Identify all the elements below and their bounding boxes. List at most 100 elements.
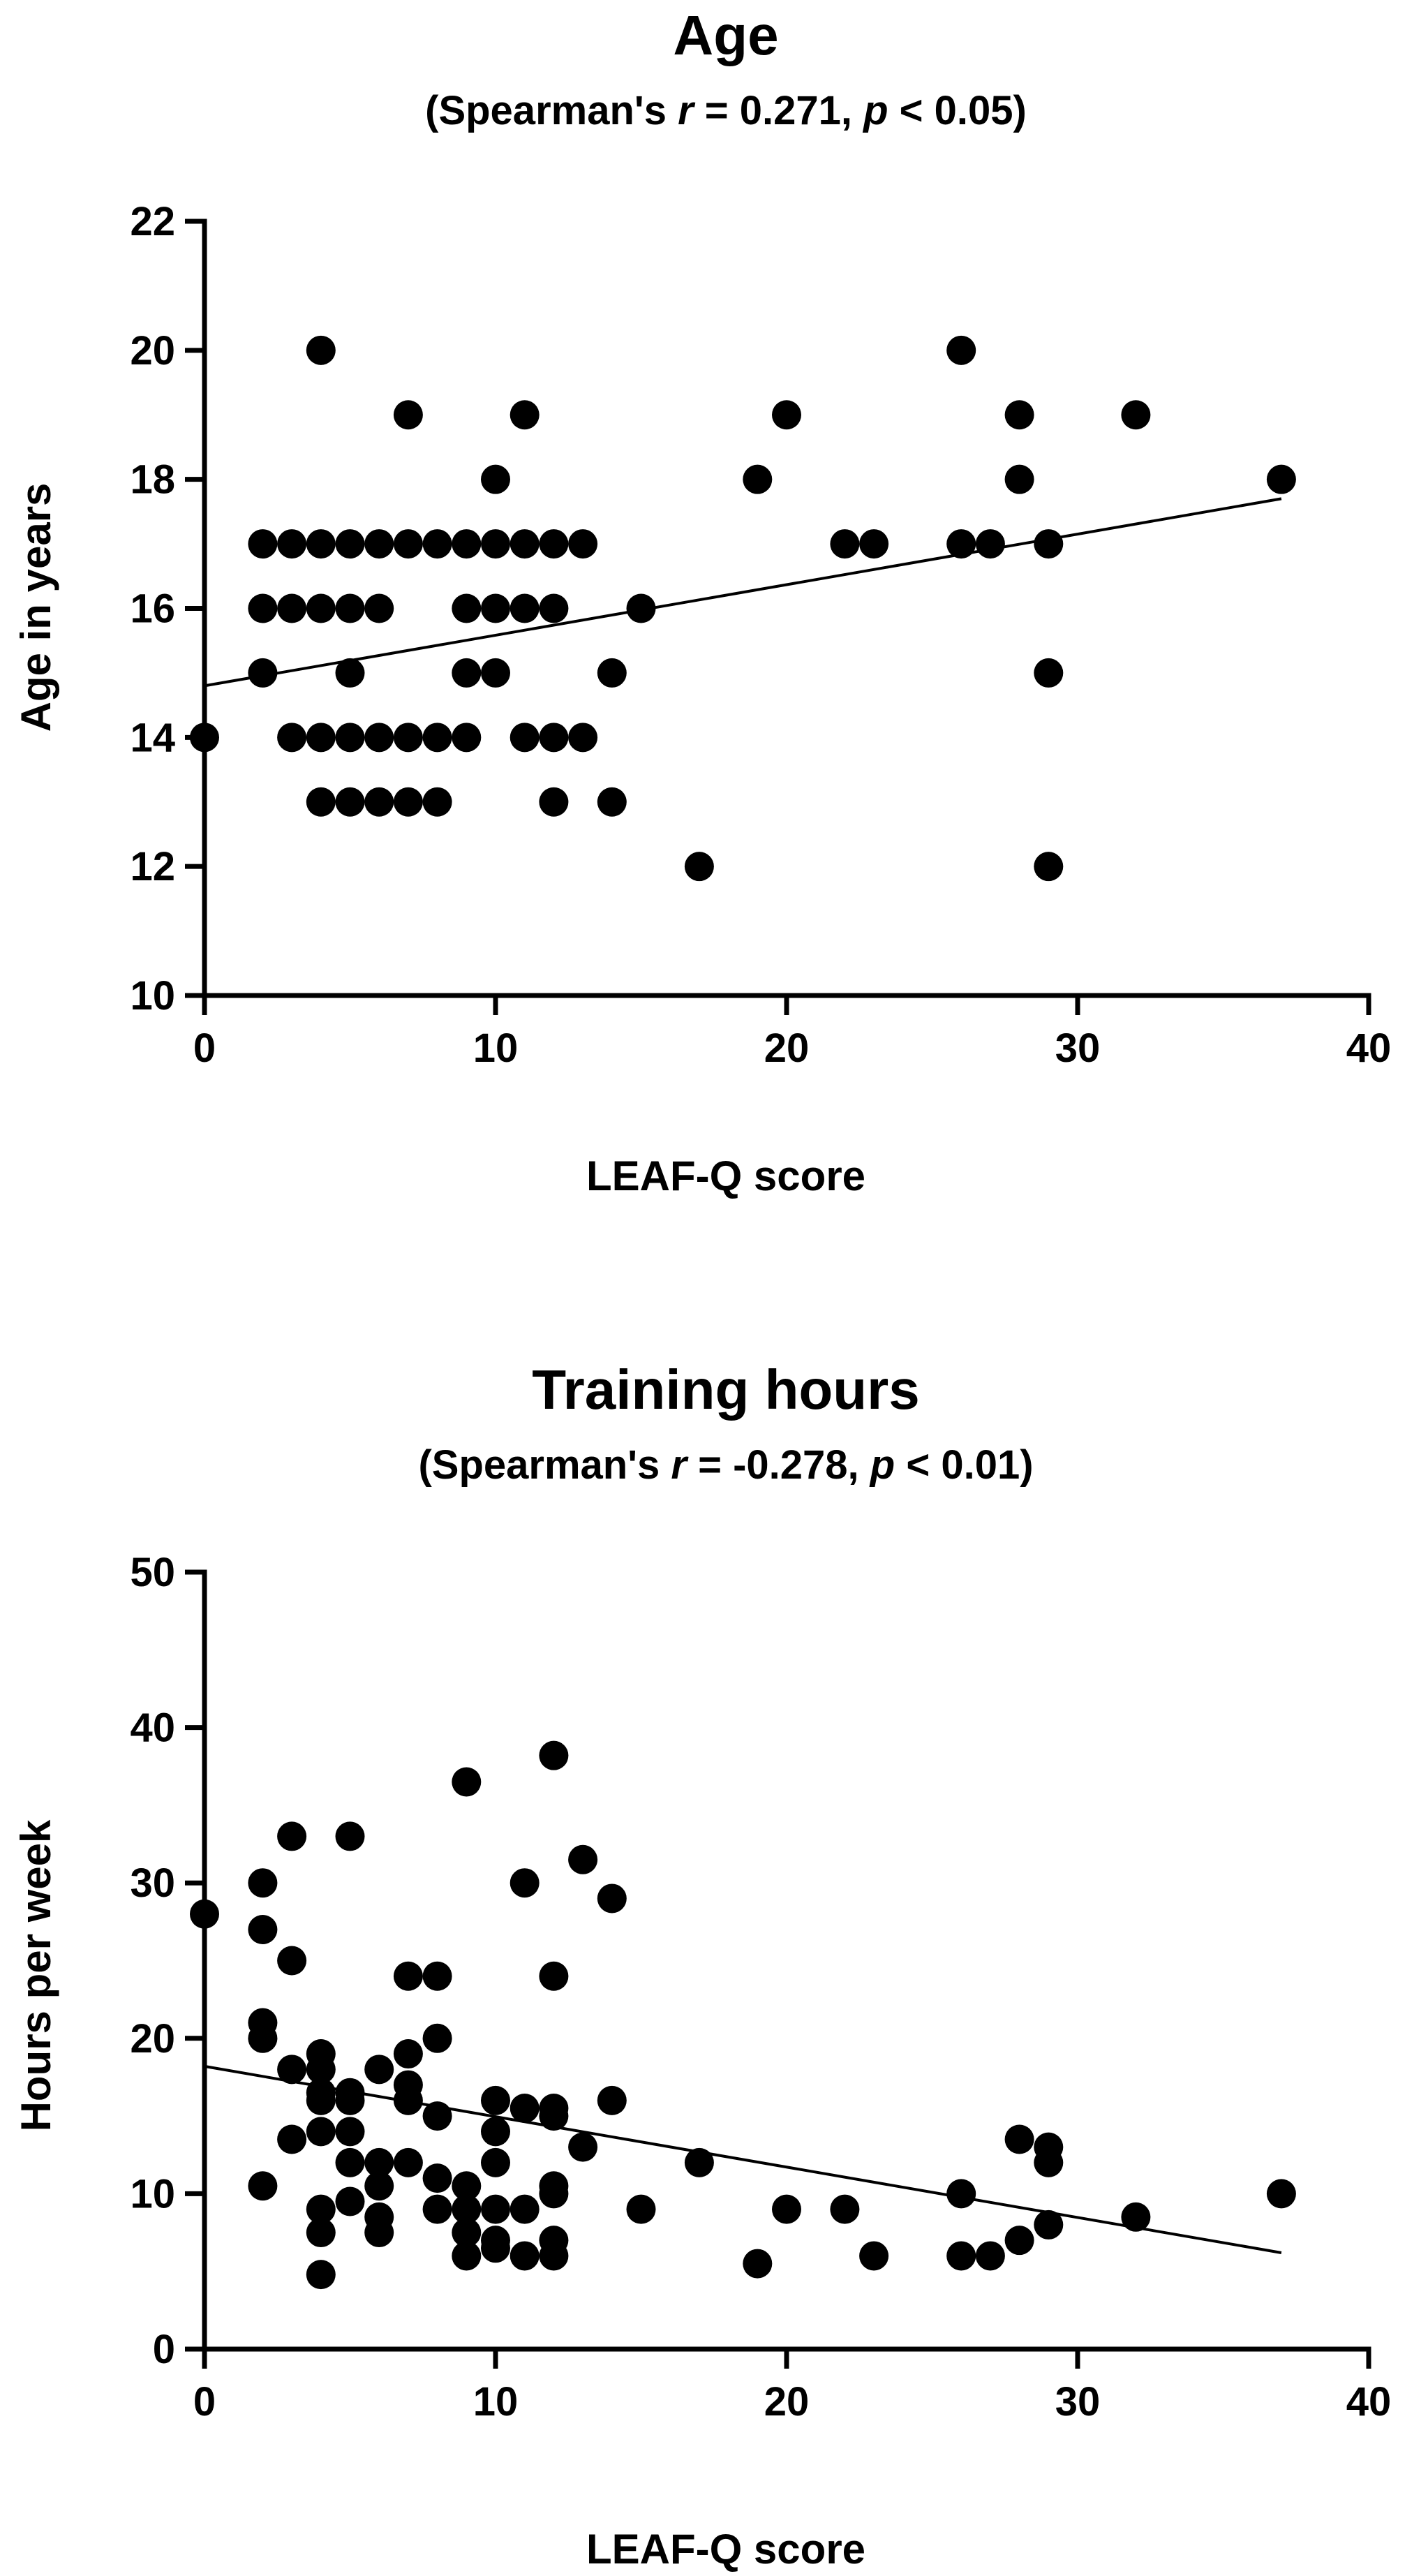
subtitle-p-symbol: p: [869, 1442, 895, 1488]
data-point: [830, 529, 860, 559]
data-point: [1034, 2147, 1064, 2177]
data-point: [306, 2260, 336, 2290]
x-tick-label: 20: [764, 2379, 810, 2425]
data-point: [335, 2186, 365, 2216]
data-point: [859, 2241, 889, 2271]
data-point: [306, 593, 336, 623]
data-point: [743, 2249, 773, 2279]
data-point: [1004, 400, 1034, 430]
trendline-group: [204, 497, 1282, 688]
data-point: [306, 787, 336, 817]
data-point: [539, 1961, 569, 1991]
x-tick-label: 40: [1346, 2379, 1392, 2425]
data-point: [452, 2218, 482, 2248]
data-point: [1266, 464, 1296, 494]
data-point: [1004, 2226, 1034, 2256]
data-point: [452, 593, 482, 623]
data-point: [597, 1883, 627, 1914]
data-point: [975, 2241, 1005, 2271]
data-point: [539, 1740, 569, 1770]
data-point: [452, 2241, 482, 2271]
subtitle-close: < 0.01): [895, 1442, 1033, 1488]
data-point: [393, 529, 423, 559]
data-point: [772, 2194, 801, 2224]
data-point: [626, 2194, 656, 2224]
data-point: [684, 2147, 714, 2177]
subtitle-open: (Spearman's: [418, 1442, 671, 1488]
subtitle-r-symbol: r: [671, 1442, 689, 1488]
data-point: [248, 529, 278, 559]
data-point: [1121, 2202, 1151, 2232]
y-tick-label: 22: [130, 199, 175, 244]
subtitle-close: < 0.05): [888, 88, 1027, 133]
data-point: [364, 2147, 394, 2177]
data-point: [481, 2233, 510, 2263]
data-point: [597, 658, 627, 688]
data-point: [743, 464, 773, 494]
data-point: [568, 2132, 598, 2162]
x-axis-label: LEAF-Q score: [586, 1153, 865, 1199]
data-point: [539, 2101, 569, 2131]
data-point: [1034, 658, 1064, 688]
data-point: [306, 2194, 336, 2224]
data-point: [452, 529, 482, 559]
x-tick-label: 30: [1055, 1026, 1101, 1071]
data-point: [335, 658, 365, 688]
data-point: [1121, 400, 1151, 430]
y-tick-label: 50: [130, 1550, 175, 1595]
y-tick-label: 30: [130, 1860, 175, 1906]
data-point: [684, 852, 714, 882]
y-tick-label: 10: [130, 2171, 175, 2216]
subtitle-middle: = -0.278,: [687, 1442, 870, 1488]
data-point: [539, 529, 569, 559]
x-tick-label: 20: [764, 1026, 810, 1071]
data-point: [306, 723, 336, 753]
data-point: [1034, 529, 1064, 559]
data-point: [510, 1868, 540, 1898]
y-tick-label: 18: [130, 457, 175, 503]
y-tick-label: 20: [130, 328, 175, 373]
data-point: [364, 2171, 394, 2201]
data-point: [539, 787, 569, 817]
data-point: [422, 2023, 452, 2053]
data-point: [568, 723, 598, 753]
data-point: [626, 593, 656, 623]
subtitle-open: (Spearman's: [425, 88, 678, 133]
data-point: [568, 529, 598, 559]
data-point: [510, 529, 540, 559]
data-point: [859, 529, 889, 559]
x-tick-label: 10: [473, 1026, 519, 1071]
data-point: [306, 2218, 336, 2248]
y-tick-labels: 0 10 20 30 40 50: [130, 1550, 175, 2372]
trendline-group: [204, 2064, 1282, 2254]
data-point: [306, 2085, 336, 2115]
data-point: [335, 723, 365, 753]
data-point: [452, 2171, 482, 2201]
data-point: [481, 2194, 510, 2224]
data-point: [422, 723, 452, 753]
y-tick-label: 0: [153, 2327, 175, 2372]
axes: [185, 1569, 1371, 2369]
data-point: [422, 2163, 452, 2193]
data-point: [248, 2171, 278, 2201]
data-point: [539, 2179, 569, 2209]
data-point: [568, 1844, 598, 1874]
data-point: [830, 2194, 860, 2224]
x-axis-label: LEAF-Q score: [586, 2526, 865, 2573]
data-point: [452, 658, 482, 688]
data-point: [772, 400, 801, 430]
y-tick-label: 12: [130, 844, 175, 889]
chart-title: Age: [673, 4, 778, 66]
y-tick-label: 20: [130, 2016, 175, 2061]
x-tick-label: 0: [193, 2379, 216, 2425]
axes: [185, 219, 1371, 1015]
data-point: [481, 2147, 510, 2177]
subtitle-r-symbol: r: [678, 88, 696, 133]
x-tick-labels: 0 10 20 30 40: [193, 2379, 1391, 2425]
data-point: [248, 2023, 278, 2053]
data-point: [422, 2194, 452, 2224]
x-tick-label: 40: [1346, 1026, 1392, 1071]
training-hours-chart: Training hours (Spearman's r = -0.278, p…: [13, 1359, 1391, 2573]
trendline: [204, 2064, 1282, 2254]
